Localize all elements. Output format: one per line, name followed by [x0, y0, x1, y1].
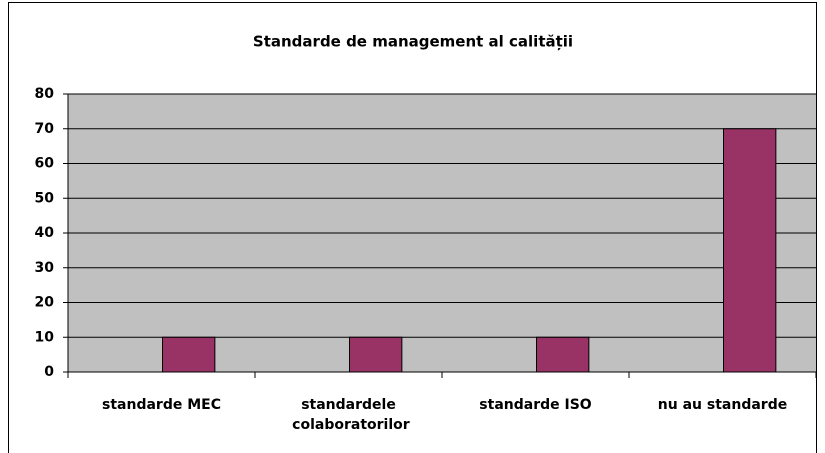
y-tick-label: 60	[35, 156, 55, 172]
bar	[162, 336, 216, 373]
x-tick-label: standarde MEC	[102, 397, 221, 413]
y-tick-label: 30	[35, 260, 55, 276]
y-tick-label: 0	[44, 364, 54, 380]
y-tick-label: 10	[35, 329, 55, 345]
x-tick-label: standardele colaboratorilor	[287, 397, 409, 433]
y-tick-label: 20	[35, 295, 55, 311]
y-tick-label: 80	[35, 86, 55, 102]
bar	[723, 128, 777, 373]
bar	[349, 336, 403, 373]
y-tick-label: 50	[35, 190, 55, 206]
y-tick-label: 40	[35, 225, 55, 241]
x-tick-label: nu au standarde	[658, 397, 787, 413]
y-tick-label: 70	[35, 121, 55, 137]
x-tick-label: standarde ISO	[479, 397, 591, 413]
bar	[536, 336, 590, 373]
chart-title: Standarde de management al calității	[253, 33, 573, 51]
